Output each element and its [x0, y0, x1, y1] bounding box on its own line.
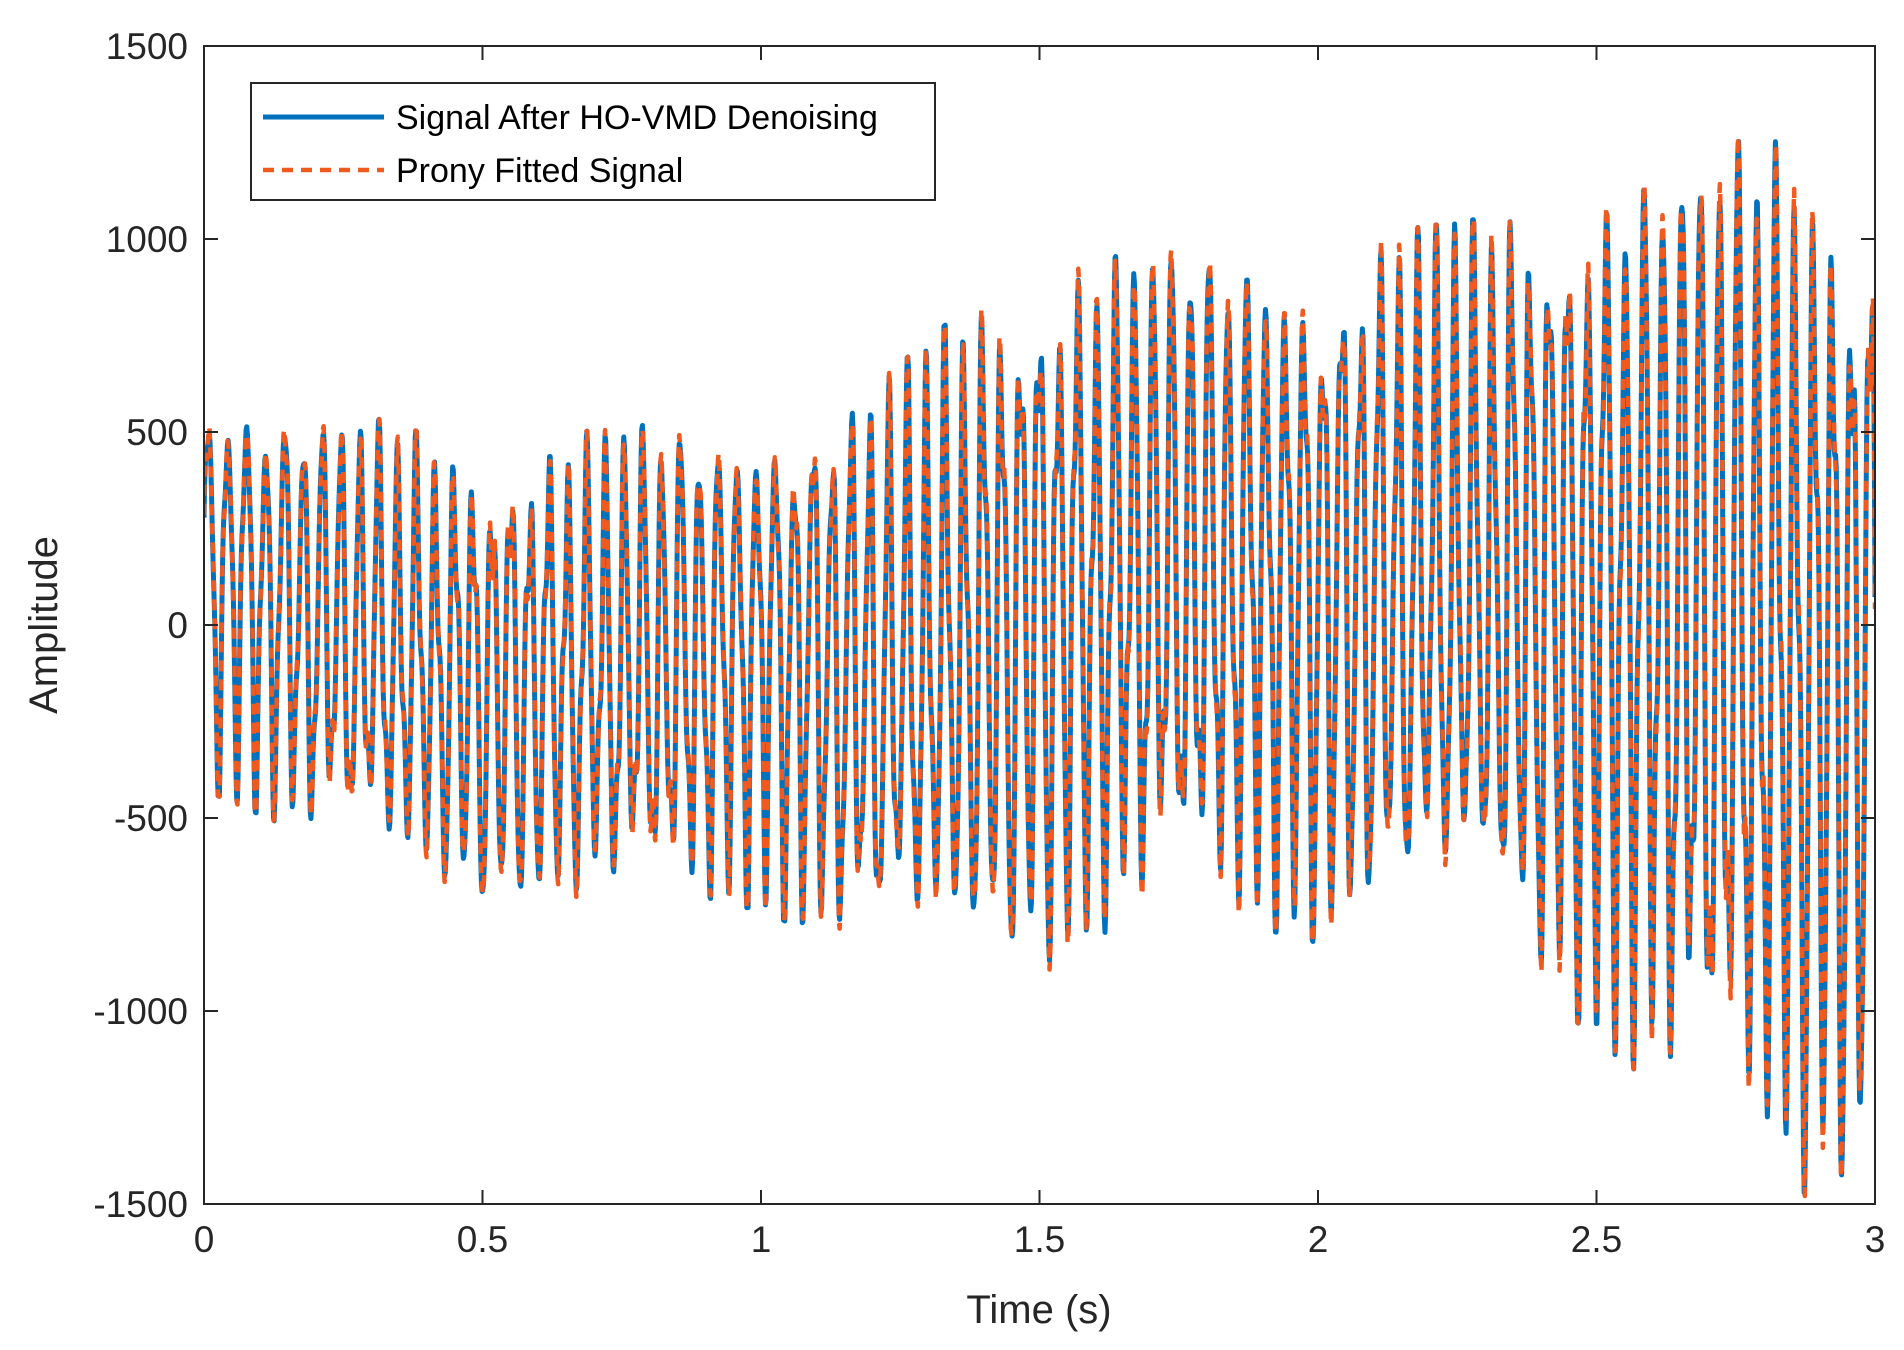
legend: Signal After HO-VMD Denoising Prony Fitt… [250, 82, 936, 201]
y-tick-label: 500 [126, 412, 188, 453]
series-group [204, 134, 1875, 1199]
y-axis: -1500 -1000 -500 0 500 1000 1500 [93, 26, 1875, 1225]
legend-label-prony: Prony Fitted Signal [396, 152, 683, 190]
legend-label-signal: Signal After HO-VMD Denoising [396, 99, 878, 137]
x-tick-label: 2 [1308, 1219, 1329, 1260]
y-tick-label: 1000 [106, 219, 188, 260]
legend-box [250, 82, 936, 201]
plot-area [204, 46, 1875, 1204]
x-axis-label: Time (s) [966, 1288, 1111, 1332]
y-tick-label: -500 [114, 798, 188, 839]
x-tick-label: 3 [1865, 1219, 1886, 1260]
y-tick-label: -1500 [93, 1184, 188, 1225]
y-tick-label: 0 [167, 605, 188, 646]
y-tick-label: -1000 [93, 991, 188, 1032]
y-axis-label: Amplitude [22, 536, 66, 714]
x-tick-label: 1.5 [1014, 1219, 1065, 1260]
x-tick-label: 0 [194, 1219, 215, 1260]
series-line-prony-fitted-signal [204, 134, 1875, 1199]
x-tick-label: 1 [751, 1219, 772, 1260]
x-axis: 0 0.5 1 1.5 2 2.5 3 [194, 46, 1886, 1260]
x-tick-label: 0.5 [457, 1219, 508, 1260]
x-tick-label: 2.5 [1571, 1219, 1622, 1260]
y-tick-label: 1500 [106, 26, 188, 67]
